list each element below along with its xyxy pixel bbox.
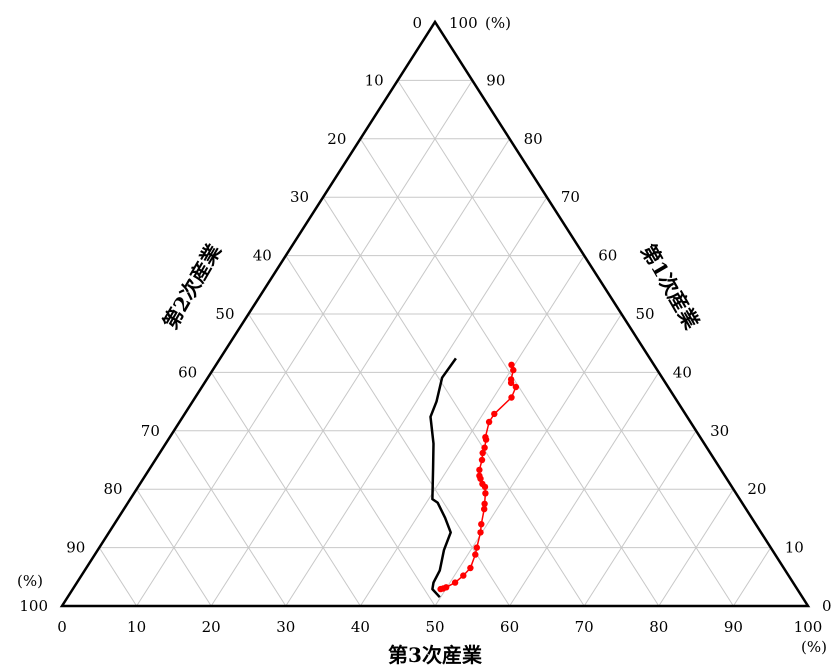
grid-line-secondary-50 <box>248 313 436 607</box>
tick-label-secondary-70: 70 <box>141 422 160 440</box>
series-1-point-6 <box>491 410 498 418</box>
series-1-point-9 <box>482 436 490 443</box>
series-1-point-5 <box>508 394 515 401</box>
grid-line-secondary-10 <box>397 80 734 607</box>
tick-label-tertiary-10: 10 <box>127 618 146 636</box>
grid-line-tertiary-80 <box>658 488 734 607</box>
grid-line-secondary-70 <box>173 430 287 607</box>
tick-label-tertiary-90: 90 <box>724 618 743 636</box>
grid-line-secondary-90 <box>98 547 138 607</box>
tick-label-tertiary-80: 80 <box>649 618 668 636</box>
series-1-point-30 <box>440 585 447 592</box>
tick-label-tertiary-100: 100 <box>794 618 823 636</box>
grid-line-tertiary-90 <box>732 547 772 607</box>
tick-label-primary-10: 10 <box>785 539 804 557</box>
series-1-point-23 <box>473 544 480 551</box>
grid-line-secondary-60 <box>210 372 361 607</box>
tick-labels: 0 10 20 30 40 50 60 70 80 90 100010203040506070809… <box>19 14 831 636</box>
grid-line-tertiary-60 <box>509 372 660 607</box>
series-1-point-25 <box>467 564 474 572</box>
tick-label-primary-30: 30 <box>710 422 729 440</box>
grid-line-tertiary-30 <box>285 196 548 607</box>
tick-label-primary-0: 0 <box>822 597 832 615</box>
series-1-point-11 <box>479 449 486 457</box>
series-1-point-19 <box>481 500 488 507</box>
series-1-point-4 <box>512 383 520 391</box>
tick-label-tertiary-50: 50 <box>425 618 444 636</box>
series-line-0 <box>429 357 457 599</box>
tick-label-primary-40: 40 <box>673 363 692 381</box>
axis-title-tertiary: 第3次産業 <box>388 643 483 666</box>
tick-label-secondary-40: 40 <box>253 247 272 265</box>
unit-label-primary: (%) <box>485 14 511 32</box>
grid-layer <box>98 79 772 607</box>
tick-label-secondary-10: 10 <box>365 71 384 89</box>
tick-label-secondary-0: 0 <box>412 14 422 32</box>
series-1-point-7 <box>485 418 493 426</box>
tick-label-secondary-100: 100 <box>19 597 48 615</box>
tick-label-primary-70: 70 <box>561 188 580 206</box>
grid-line-tertiary-50 <box>434 313 622 607</box>
triangle-frame <box>59 19 811 608</box>
tick-label-secondary-20: 20 <box>327 130 346 148</box>
grid-line-secondary-80 <box>136 488 212 607</box>
tick-label-tertiary-60: 60 <box>500 618 519 636</box>
tick-label-tertiary-30: 30 <box>276 618 295 636</box>
tick-label-secondary-90: 90 <box>66 539 85 557</box>
tick-label-tertiary-40: 40 <box>351 618 370 636</box>
tick-label-secondary-50: 50 <box>215 305 234 323</box>
grid-line-tertiary-10 <box>136 80 473 607</box>
series-1-point-10 <box>481 444 488 451</box>
series-1-point-20 <box>481 505 488 513</box>
tick-label-primary-80: 80 <box>524 130 543 148</box>
series-1-point-21 <box>478 521 485 528</box>
series-1-point-27 <box>451 579 459 586</box>
series-1-point-17 <box>481 483 489 491</box>
grid-line-tertiary-70 <box>583 430 697 607</box>
series-layer <box>429 357 520 599</box>
tick-label-secondary-30: 30 <box>290 188 309 206</box>
tick-label-tertiary-20: 20 <box>202 618 221 636</box>
tick-label-secondary-60: 60 <box>178 363 197 381</box>
tick-label-primary-100: 100 <box>449 14 478 32</box>
unit-label-tertiary: (%) <box>801 638 827 656</box>
tick-label-primary-50: 50 <box>636 305 655 323</box>
series-1-point-24 <box>472 551 479 558</box>
series-1-point-15 <box>477 475 484 482</box>
tick-label-tertiary-0: 0 <box>57 618 67 636</box>
series-1-point-18 <box>482 490 489 497</box>
series-1-point-12 <box>478 456 486 464</box>
series-1-point-0 <box>508 361 515 368</box>
tick-label-tertiary-70: 70 <box>575 618 594 636</box>
unit-label-secondary: (%) <box>17 572 43 590</box>
series-1-point-26 <box>460 572 467 579</box>
tick-label-primary-90: 90 <box>486 71 505 89</box>
series-1-point-1 <box>510 366 517 374</box>
series-1-point-3 <box>507 379 515 387</box>
series-1-point-13 <box>476 466 483 474</box>
tick-label-primary-20: 20 <box>747 480 766 498</box>
tick-label-secondary-80: 80 <box>104 480 123 498</box>
tick-label-primary-60: 60 <box>598 247 617 265</box>
grid-line-secondary-30 <box>322 196 585 607</box>
series-1-point-22 <box>477 529 484 536</box>
